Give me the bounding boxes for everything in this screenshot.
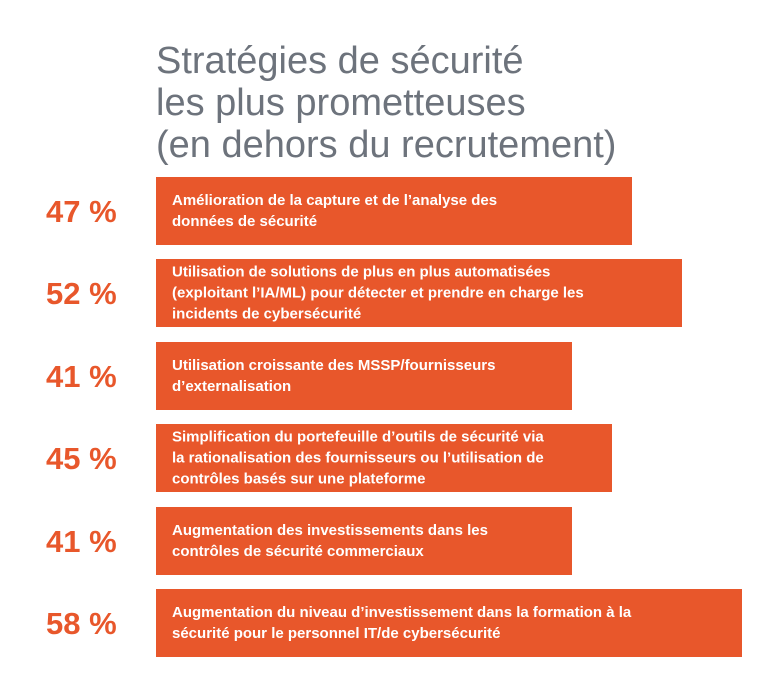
value-label: 47 % [46,194,117,229]
bar-row: 52 % Utilisation de solutions de plus en … [46,259,682,327]
value-label: 41 % [46,359,117,394]
category-label: Utilisation de solutions de plus en plus… [172,264,550,281]
bar-row: 45 % Simplification du portefeuille d’out… [46,424,612,492]
chart-title-line-2: les plus prometteuses [156,82,526,124]
value-label: 58 % [46,606,117,641]
bar [156,589,742,657]
category-label: contrôles basés sur une plateforme [172,471,425,488]
value-label: 52 % [46,276,117,311]
category-label: d’externalisation [172,378,291,395]
category-label: Simplification du portefeuille d’outils … [172,429,544,446]
category-label: données de sécurité [172,213,317,230]
bar [156,177,632,245]
bar-row: 41 % Augmentation des investissements dan… [46,507,572,575]
category-label: (exploitant l’IA/ML) pour détecter et pr… [172,285,584,302]
bar-row: 58 % Augmentation du niveau d’investissem… [46,589,742,657]
category-label: la rationalisation des fournisseurs ou l… [172,450,544,467]
bar [156,259,682,327]
chart-title: Stratégies de sécurité les plus promette… [156,40,616,166]
value-label: 41 % [46,524,117,559]
bar [156,424,612,492]
chart-title-line-1: Stratégies de sécurité [156,40,524,82]
category-label: Utilisation croissante des MSSP/fourniss… [172,357,495,374]
value-label: 45 % [46,441,117,476]
category-label: Augmentation des investissements dans le… [172,522,488,539]
category-label: Amélioration de la capture et de l’analy… [172,192,497,209]
category-label: Augmentation du niveau d’investissement … [172,604,632,621]
bar [156,507,572,575]
category-label: sécurité pour le personnel IT/de cybersé… [172,625,500,642]
category-label: contrôles de sécurité commerciaux [172,543,424,560]
bar-row: 47 % Amélioration de la capture et de l’a… [46,177,632,245]
category-label: incidents de cybersécurité [172,306,361,323]
bar-row: 41 % Utilisation croissante des MSSP/four… [46,342,572,410]
bar [156,342,572,410]
chart-title-line-3: (en dehors du recrutement) [156,124,617,166]
